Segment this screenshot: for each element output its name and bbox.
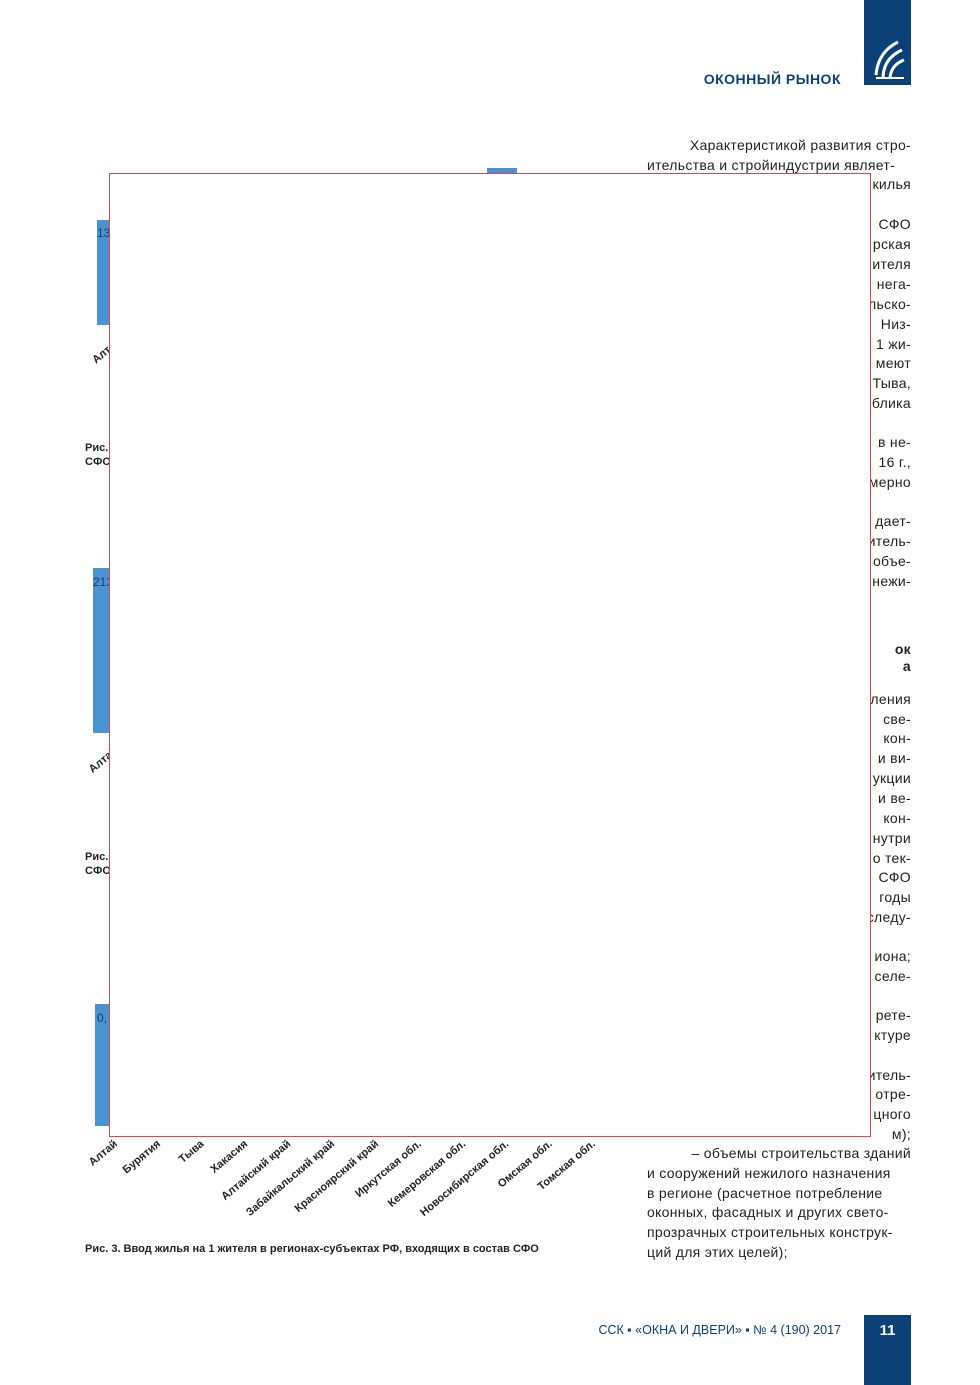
fig3-x-label: Кемеровская обл. bbox=[385, 1138, 468, 1210]
body-text-fragment: блика bbox=[871, 395, 911, 411]
body-text-fragment: следу- bbox=[866, 909, 911, 925]
page-number-tab: 11 bbox=[864, 1315, 911, 1385]
fig3-x-label: Бурятия bbox=[120, 1138, 164, 1177]
body-text-line: ций для этих целей); bbox=[647, 1244, 788, 1260]
body-text-fragment: итель- bbox=[867, 533, 911, 549]
body-text-fragment: льско- bbox=[868, 296, 911, 312]
body-text-fragment: ления bbox=[870, 691, 911, 707]
body-text-fragment: дает- bbox=[875, 513, 911, 529]
body-text-fragment: м); bbox=[891, 1126, 911, 1142]
body-text-fragment: кон- bbox=[883, 730, 911, 746]
fig2-caption: СФО bbox=[85, 865, 111, 877]
body-text-fragment: селе- bbox=[874, 968, 911, 984]
page-number: 11 bbox=[879, 1322, 896, 1339]
body-text-fragment: и ве- bbox=[878, 790, 911, 806]
body-text-fragment: Тыва, bbox=[872, 375, 911, 391]
body-text-fragment: СФО bbox=[878, 869, 911, 885]
body-text-fragment: нутри bbox=[872, 830, 911, 846]
body-text-fragment: килья bbox=[872, 176, 911, 192]
footer-journal: ССК ▪ «ОКНА И ДВЕРИ» ▪ № 4 (190) 2017 bbox=[598, 1323, 841, 1337]
fig3-bar-value: 0, bbox=[97, 1011, 108, 1025]
body-text-fragment: све- bbox=[883, 711, 911, 727]
body-text-fragment: укции bbox=[872, 770, 911, 786]
body-text-fragment: ктуре bbox=[874, 1027, 911, 1043]
body-text-fragment: объе- bbox=[872, 553, 911, 569]
fig2-bar-value: 213 bbox=[93, 575, 114, 589]
body-text-fragment: рете- bbox=[875, 1007, 911, 1023]
chart-bar bbox=[487, 168, 517, 174]
body-text-fragment: 1 жи- bbox=[875, 336, 911, 352]
body-text-line: и сооружений нежилого назначения bbox=[647, 1165, 891, 1181]
logo-tab bbox=[864, 0, 911, 85]
logo-icon bbox=[874, 40, 905, 79]
body-text-line: оконных, фасадных и других свето- bbox=[647, 1204, 889, 1220]
body-text-fragment: Низ- bbox=[880, 316, 911, 332]
body-text-line: в регионе (расчетное потребление bbox=[647, 1185, 883, 1201]
body-text-fragment: СФО bbox=[878, 216, 911, 232]
fig3-x-label: Красноярский край bbox=[292, 1138, 381, 1215]
body-text-fragment: отре- bbox=[875, 1086, 911, 1102]
body-text-fragment: иона; bbox=[874, 948, 911, 964]
body-text-fragment: в не- bbox=[877, 434, 911, 450]
body-text-fragment: а bbox=[902, 658, 911, 674]
fig2-bar bbox=[93, 568, 110, 733]
fig3-x-label: Алтай bbox=[86, 1138, 120, 1169]
body-text-fragment: ок bbox=[894, 641, 911, 657]
body-text-fragment: нежи- bbox=[872, 573, 911, 589]
body-text-fragment: кон- bbox=[883, 810, 911, 826]
fig3-caption: Рис. 3. Ввод жилья на 1 жителя в региона… bbox=[85, 1243, 539, 1255]
fig2-caption: Рис. bbox=[85, 851, 109, 863]
body-text-fragment: и ви- bbox=[877, 750, 911, 766]
body-text-fragment: рская bbox=[872, 236, 911, 252]
section-title: ОКОННЫЙ РЫНОК bbox=[703, 71, 841, 87]
body-text-fragment: о тек- bbox=[872, 850, 911, 866]
body-text-line: – объемы строительства зданий bbox=[691, 1145, 911, 1161]
fig3-x-label: Хакасия bbox=[208, 1138, 251, 1176]
body-text-fragment: нега- bbox=[876, 276, 911, 292]
fig3-bar bbox=[95, 1004, 110, 1126]
fig1-bar-value: 13 bbox=[97, 226, 111, 240]
body-text-line: ительства и стройиндустрии являет- bbox=[647, 157, 896, 173]
fig1-caption: Рис. bbox=[85, 442, 109, 454]
body-text-fragment: мерно bbox=[868, 474, 911, 490]
fig3-x-label: Тыва bbox=[177, 1138, 207, 1166]
body-text-line: прозрачных строительных конструк- bbox=[647, 1224, 893, 1240]
body-text-fragment: меют bbox=[875, 355, 911, 371]
body-text-line: Характеристикой развития стро- bbox=[689, 137, 911, 153]
fig1-bar bbox=[97, 220, 110, 325]
body-text-fragment: 16 г., bbox=[878, 454, 911, 470]
fig1-caption: СФО bbox=[85, 456, 111, 468]
body-text-fragment: годы bbox=[879, 889, 911, 905]
redaction-overlay bbox=[109, 173, 871, 1137]
body-text-fragment: цного bbox=[873, 1106, 911, 1122]
body-text-fragment: ителя bbox=[872, 256, 911, 272]
body-text-fragment: итель- bbox=[867, 1067, 911, 1083]
